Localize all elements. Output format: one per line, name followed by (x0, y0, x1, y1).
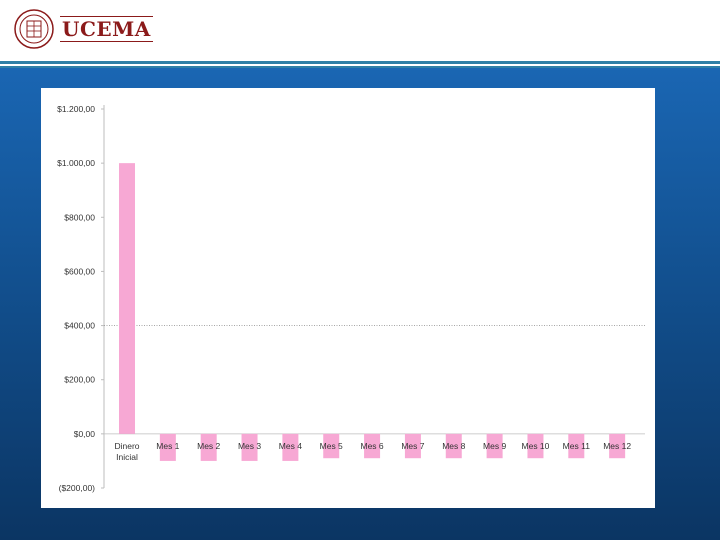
bar (323, 433, 340, 459)
x-tick-label: Dinero (114, 441, 139, 451)
bar (159, 433, 176, 461)
x-tick-label: Mes 3 (238, 441, 261, 451)
y-tick-label: $1.200,00 (57, 104, 95, 114)
y-tick-label: $800,00 (64, 212, 95, 222)
y-tick-label: $400,00 (64, 321, 95, 331)
bar (527, 433, 544, 459)
y-tick-label: $200,00 (64, 375, 95, 385)
bar (364, 433, 381, 459)
y-tick-label: $0,00 (74, 429, 96, 439)
bar (568, 433, 585, 459)
y-tick-label: ($200,00) (59, 483, 96, 493)
header-rule-bottom (0, 66, 720, 68)
x-tick-label: Mes 12 (603, 441, 631, 451)
bar-chart: ($200,00) $0,00 $200,00 $400,00 $600,00 $800,… (57, 104, 645, 493)
bar (282, 433, 299, 461)
bar (241, 433, 258, 461)
x-tick-label: Mes 2 (197, 441, 220, 451)
x-tick-label: Mes 10 (522, 441, 550, 451)
x-tick-label: Mes 5 (320, 441, 343, 451)
x-tick-label: Mes 6 (360, 441, 383, 451)
bar (404, 433, 421, 459)
chart-panel: ($200,00) $0,00 $200,00 $400,00 $600,00 $800,… (41, 88, 655, 508)
y-tick-label: $1.000,00 (57, 158, 95, 168)
x-tick-label: Mes 8 (442, 441, 465, 451)
x-tick-label: Mes 7 (401, 441, 424, 451)
university-seal-icon (14, 9, 54, 49)
x-tick-label: Mes 1 (156, 441, 179, 451)
ucema-logo: UCEMA (14, 9, 153, 49)
header-rule-top (0, 61, 720, 64)
y-tick-label: $600,00 (64, 266, 95, 276)
x-tick-label: Inicial (116, 452, 138, 462)
x-tick-label: Mes 4 (279, 441, 302, 451)
brand-name: UCEMA (60, 16, 153, 42)
x-tick-label: Mes 11 (563, 441, 591, 451)
bar (609, 433, 626, 459)
slide-header: UCEMA (0, 0, 720, 62)
bar (486, 433, 503, 459)
bar (200, 433, 217, 461)
bar (119, 163, 135, 434)
bar (445, 433, 462, 459)
x-tick-label: Mes 9 (483, 441, 506, 451)
